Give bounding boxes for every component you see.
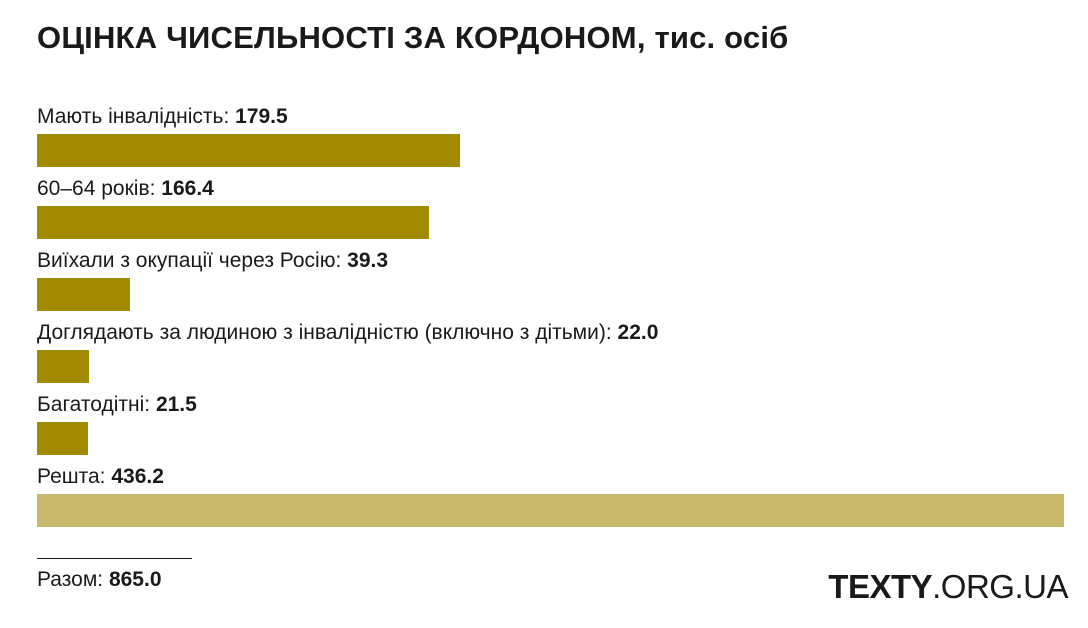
bar-label-5: Решта: 436.2 xyxy=(37,465,164,489)
chart-title-unit: , тис. осіб xyxy=(636,20,789,55)
total-divider xyxy=(37,558,192,559)
total-label-text: Разом: xyxy=(37,568,104,591)
category-label-4: Багатодітні: xyxy=(37,393,156,416)
bar-2 xyxy=(37,278,130,311)
value-label-2: 39.3 xyxy=(347,249,389,272)
brand-logo-bold: TEXTY xyxy=(828,568,933,605)
value-label-1: 166.4 xyxy=(161,177,214,200)
bar-label-1: 60–64 років: 166.4 xyxy=(37,177,214,201)
value-label-3: 22.0 xyxy=(617,321,659,344)
total-value: 865.0 xyxy=(108,568,162,591)
bar-label-2: Виїхали з окупації через Росію: 39.3 xyxy=(37,249,388,273)
category-label-2: Виїхали з окупації через Росію: xyxy=(37,249,348,272)
bar-3 xyxy=(37,350,89,383)
category-label-0: Мають інвалідність: xyxy=(37,105,236,128)
chart-title: ОЦІНКА ЧИСЕЛЬНОСТІ ЗА КОРДОНОМ, тис. осі… xyxy=(37,20,789,56)
value-label-0: 179.5 xyxy=(235,105,288,128)
value-label-4: 21.5 xyxy=(155,393,197,416)
bar-1 xyxy=(37,206,429,239)
value-label-5: 436.2 xyxy=(111,465,164,488)
total-label: Разом: 865.0 xyxy=(37,568,162,592)
bar-0 xyxy=(37,134,460,167)
category-label-5: Решта: xyxy=(37,465,112,488)
bar-5 xyxy=(37,494,1064,527)
category-label-1: 60–64 років: xyxy=(37,177,162,200)
brand-logo-light: .ORG.UA xyxy=(932,568,1068,605)
category-label-3: Доглядають за людиною з інвалідністю (вк… xyxy=(37,321,618,344)
bar-label-3: Доглядають за людиною з інвалідністю (вк… xyxy=(37,321,658,345)
brand-logo: TEXTY.ORG.UA xyxy=(828,568,1068,606)
bar-label-0: Мають інвалідність: 179.5 xyxy=(37,105,288,129)
bar-4 xyxy=(37,422,88,455)
chart-title-text: ОЦІНКА ЧИСЕЛЬНОСТІ ЗА КОРДОНОМ xyxy=(37,20,637,55)
bar-label-4: Багатодітні: 21.5 xyxy=(37,393,197,417)
